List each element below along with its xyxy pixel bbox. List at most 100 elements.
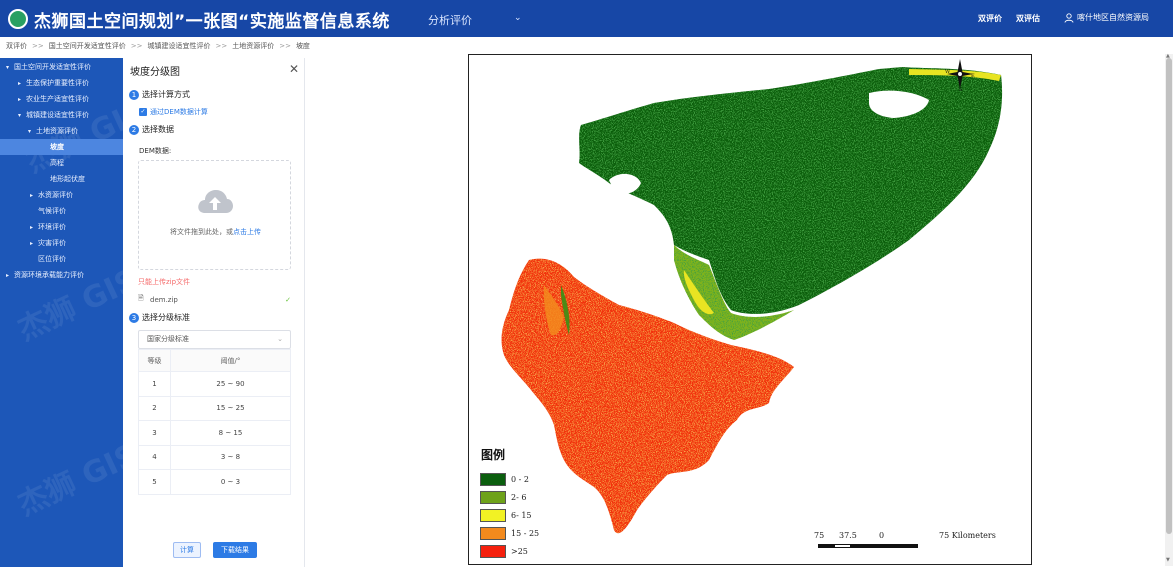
table-cell: 8 ~ 15 bbox=[170, 420, 291, 446]
sidebar-item[interactable]: ▾ 城镇建设适宜性评价 bbox=[0, 107, 123, 123]
sidebar-item[interactable]: ▸ 灾害评价 bbox=[0, 235, 123, 251]
download-result-button[interactable]: 下载结果 bbox=[213, 542, 257, 558]
slope-map-raster bbox=[501, 67, 1003, 534]
legend-label: 15 - 25 bbox=[511, 529, 540, 538]
map-region-lake bbox=[869, 90, 929, 118]
legend-label: 0 - 2 bbox=[511, 475, 529, 484]
sidebar-item[interactable]: 区位评价 bbox=[0, 251, 123, 267]
document-icon: 🗎 bbox=[138, 294, 144, 302]
caret-right-icon[interactable]: ▸ bbox=[30, 224, 34, 231]
caret-right-icon[interactable]: ▸ bbox=[6, 272, 10, 279]
scale-segment bbox=[819, 545, 835, 547]
step-2: 2 选择数据 bbox=[129, 124, 174, 135]
scroll-up-icon[interactable]: ▲ bbox=[1166, 53, 1170, 59]
sidebar-item-label: 国土空间开发适宜性评价 bbox=[14, 63, 91, 71]
breadcrumb-item[interactable]: 双评价 bbox=[6, 42, 27, 50]
breadcrumb: 双评价 >> 国土空间开发适宜性评价 >> 城镇建设适宜性评价 >> 土地资源评价 >> 坡度 bbox=[6, 41, 310, 51]
nav-link-dual-evaluation[interactable]: 双评价 bbox=[978, 14, 1002, 23]
sidebar-item-label: 区位评价 bbox=[38, 255, 66, 263]
chevron-down-icon[interactable]: ⌄ bbox=[514, 13, 522, 23]
sidebar-item[interactable]: 高程 bbox=[0, 155, 123, 171]
sidebar-item[interactable]: 气候评价 bbox=[0, 203, 123, 219]
sidebar-item-label: 地形起伏度 bbox=[50, 175, 85, 183]
slope-map[interactable]: W E S 图例 0 - 2 2- 6 6- 15 15 - 25 >25 75 37.… bbox=[468, 54, 1032, 565]
breadcrumb-item[interactable]: 国土空间开发适宜性评价 bbox=[48, 42, 126, 50]
map-region-orange bbox=[543, 285, 564, 336]
scrollbar-thumb[interactable] bbox=[1166, 58, 1172, 534]
step-1-label: 选择计算方式 bbox=[142, 90, 190, 99]
dem-method-checkbox[interactable]: ✓ 通过DEM数据计算 bbox=[139, 107, 208, 117]
legend-swatch bbox=[480, 545, 506, 558]
scale-label: 75 bbox=[814, 531, 825, 540]
breadcrumb-item[interactable]: 坡度 bbox=[295, 42, 310, 50]
grading-standard-select[interactable]: 国家分级标准 ⌄ bbox=[138, 330, 291, 349]
sidebar-watermark: 杰狮 GISINF bbox=[12, 413, 123, 524]
upload-link[interactable]: 点击上传 bbox=[233, 228, 261, 236]
sidebar-item[interactable]: ▸ 农业生产适宜性评价 bbox=[0, 91, 123, 107]
table-row: 1 25 ~ 90 bbox=[138, 371, 291, 397]
caret-down-icon[interactable]: ▾ bbox=[18, 112, 22, 119]
map-region-green-valley bbox=[561, 285, 570, 335]
caret-down-icon[interactable]: ▾ bbox=[28, 128, 32, 135]
analysis-menu[interactable]: 分析评价 bbox=[428, 14, 472, 27]
legend-swatch bbox=[480, 473, 506, 486]
cloud-upload-icon bbox=[198, 190, 233, 213]
step-number-icon: 1 bbox=[129, 89, 139, 100]
breadcrumb-item[interactable]: 城镇建设适宜性评价 bbox=[147, 42, 211, 50]
caret-right-icon[interactable]: ▸ bbox=[30, 192, 34, 199]
sidebar-item-label: 气候评价 bbox=[38, 207, 66, 215]
scale-segment bbox=[850, 545, 867, 547]
upload-dropzone[interactable]: 将文件拖到此处，或点击上传 bbox=[138, 160, 291, 270]
compass-e: E bbox=[971, 73, 975, 79]
legend-swatch bbox=[480, 527, 506, 540]
legend-label: 2- 6 bbox=[511, 493, 527, 502]
sidebar-item[interactable]: 坡度 bbox=[0, 139, 123, 155]
sidebar-item[interactable]: ▸ 水资源评价 bbox=[0, 187, 123, 203]
caret-right-icon[interactable]: ▸ bbox=[18, 96, 22, 103]
app-title: 杰狮国土空间规划”一张图“实施监督信息系统 bbox=[34, 12, 390, 32]
calculate-button[interactable]: 计算 bbox=[173, 542, 201, 558]
sidebar-item[interactable]: ▸ 环境评价 bbox=[0, 219, 123, 235]
user-menu[interactable]: 喀什地区自然资源局 bbox=[1064, 12, 1149, 23]
legend-item: 6- 15 bbox=[480, 508, 532, 523]
map-region-yellow bbox=[683, 270, 714, 315]
sidebar-item[interactable]: ▾ 国土空间开发适宜性评价 bbox=[0, 59, 123, 75]
breadcrumb-separator: >> bbox=[130, 42, 143, 50]
upload-hint: 将文件拖到此处，或点击上传 bbox=[139, 227, 292, 237]
sidebar-item-label: 农业生产适宜性评价 bbox=[26, 95, 89, 103]
caret-right-icon[interactable]: ▸ bbox=[18, 80, 22, 87]
legend-swatch bbox=[480, 509, 506, 522]
table-cell: 0 ~ 3 bbox=[170, 469, 291, 495]
checkbox-checked-icon[interactable]: ✓ bbox=[139, 108, 147, 116]
sidebar-item[interactable]: ▾ 土地资源评价 bbox=[0, 123, 123, 139]
top-header: 杰狮国土空间规划”一张图“实施监督信息系统 分析评价 ⌄ 双评价 双评估 喀什地… bbox=[0, 0, 1173, 37]
sidebar-item[interactable]: ▸ 生态保护重要性评价 bbox=[0, 75, 123, 91]
sidebar-item[interactable]: 地形起伏度 bbox=[0, 171, 123, 187]
caret-down-icon[interactable]: ▾ bbox=[6, 64, 10, 71]
table-cell: 4 bbox=[138, 444, 171, 470]
upload-tip: 只能上传zip文件 bbox=[138, 278, 191, 286]
scale-label: 0 bbox=[879, 531, 885, 540]
sidebar-item-label: 资源环境承载能力评价 bbox=[14, 271, 84, 279]
caret-right-icon[interactable]: ▸ bbox=[30, 240, 34, 247]
table-cell: 1 bbox=[138, 371, 171, 397]
breadcrumb-item[interactable]: 土地资源评价 bbox=[232, 42, 275, 50]
sidebar-item[interactable]: ▸ 资源环境承载能力评价 bbox=[0, 267, 123, 283]
north-arrow-icon: W E S bbox=[945, 59, 975, 91]
close-icon[interactable]: ✕ bbox=[289, 62, 300, 76]
scroll-down-icon[interactable]: ▼ bbox=[1166, 557, 1170, 563]
legend-item: 2- 6 bbox=[480, 490, 526, 505]
app-logo-icon bbox=[8, 9, 28, 29]
nav-link-dual-assessment[interactable]: 双评估 bbox=[1016, 14, 1040, 23]
select-value: 国家分级标准 bbox=[147, 335, 189, 343]
column-header: 等级 bbox=[138, 349, 171, 372]
table-cell: 3 bbox=[138, 420, 171, 446]
uploaded-file[interactable]: 🗎 dem.zip ✓ bbox=[138, 294, 291, 305]
page-scrollbar[interactable]: ▲ ▼ bbox=[1165, 53, 1173, 566]
step-1: 1 选择计算方式 bbox=[129, 89, 190, 100]
panel-title: 坡度分级图 bbox=[130, 67, 180, 78]
map-region-north bbox=[579, 67, 1003, 314]
